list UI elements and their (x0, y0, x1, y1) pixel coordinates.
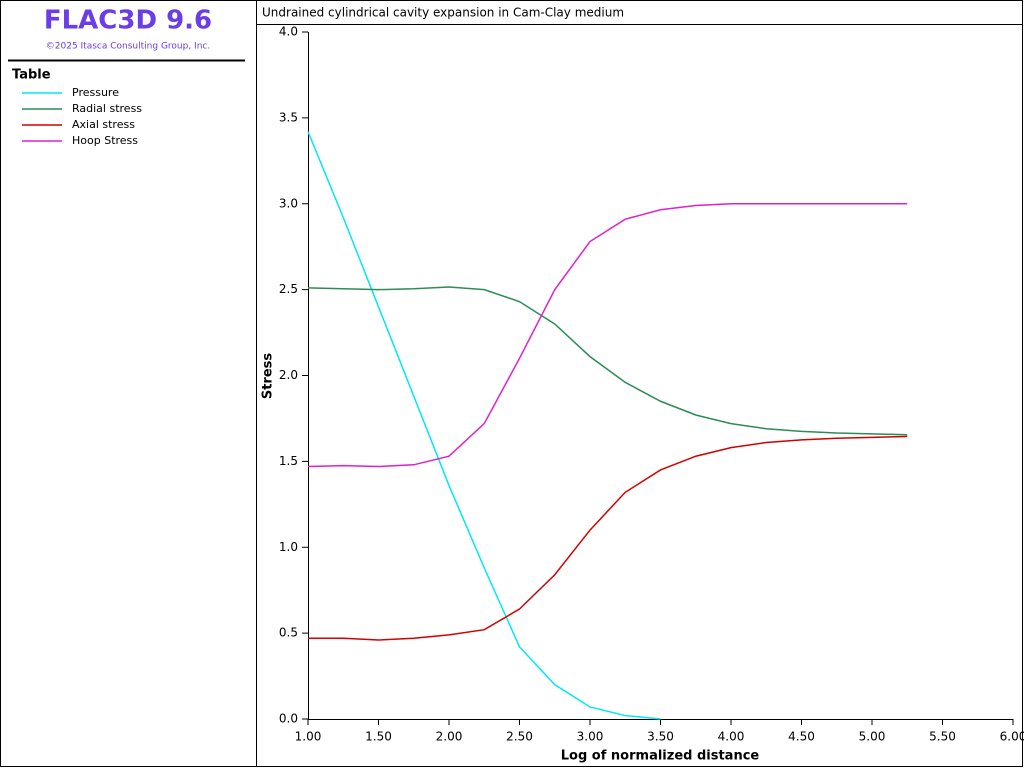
x-tick-label: 3.50 (647, 730, 674, 744)
legend-label: Axial stress (72, 118, 135, 131)
series-line (307, 131, 661, 720)
x-tick-label: 5.50 (929, 730, 956, 744)
y-tick-label: 2.5 (279, 282, 298, 296)
chart-title: Undrained cylindrical cavity expansion i… (262, 6, 624, 20)
series-line (308, 435, 908, 641)
y-tick-label: 0.0 (279, 712, 298, 726)
x-tick-label: 1.50 (365, 730, 392, 744)
y-tick-label: 3.5 (279, 110, 298, 124)
x-tick-label: 4.50 (788, 730, 815, 744)
legend-label: Pressure (72, 86, 119, 99)
x-tick-label: 4.00 (718, 730, 745, 744)
y-tick-label: 3.0 (279, 196, 298, 210)
copyright: ©2025 Itasca Consulting Group, Inc. (46, 42, 210, 52)
x-tick-label: 2.50 (506, 730, 533, 744)
x-tick-label: 1.00 (295, 730, 322, 744)
x-tick-label: 6.00 (1000, 730, 1024, 744)
x-tick-label: 5.00 (859, 730, 886, 744)
series-line (307, 203, 908, 468)
legend-title: Table (12, 68, 51, 83)
legend-label: Hoop Stress (72, 134, 138, 147)
y-tick-label: 2.0 (279, 368, 298, 382)
x-tick-label: 2.00 (436, 730, 463, 744)
y-tick-label: 4.0 (279, 25, 298, 39)
y-tick-label: 1.0 (279, 540, 298, 554)
y-tick-label: 0.5 (279, 626, 298, 640)
series-line (307, 286, 908, 436)
x-axis-label: Log of normalized distance (561, 749, 760, 764)
legend-label: Radial stress (72, 102, 142, 115)
x-tick-label: 3.00 (577, 730, 604, 744)
y-tick-label: 1.5 (279, 454, 298, 468)
app-title: FLAC3D 9.6 (44, 6, 212, 36)
y-axis-label: Stress (261, 353, 276, 400)
